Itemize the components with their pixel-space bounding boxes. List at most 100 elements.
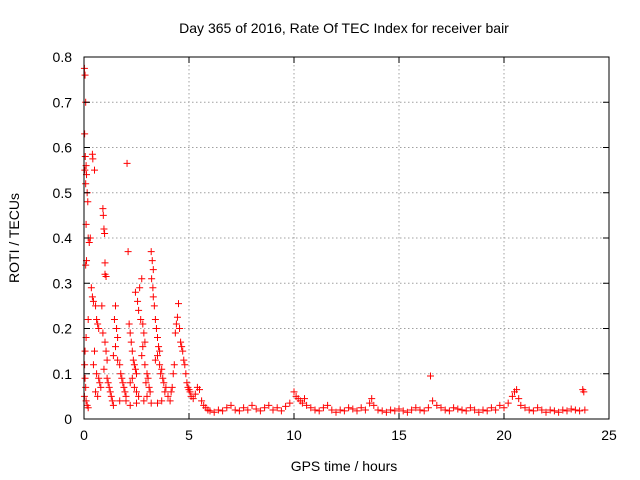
data-point <box>475 408 483 416</box>
data-point <box>107 392 115 400</box>
data-point <box>223 404 231 412</box>
data-point <box>179 347 187 355</box>
x-tick-label: 20 <box>496 427 512 443</box>
data-point <box>244 406 252 414</box>
data-point <box>147 399 155 407</box>
data-point <box>252 405 260 413</box>
data-point <box>328 406 336 414</box>
data-point <box>133 399 140 407</box>
data-point <box>109 352 117 360</box>
data-point <box>89 361 97 369</box>
data-point <box>81 153 89 161</box>
data-point <box>112 302 119 310</box>
data-point <box>150 302 158 310</box>
data-point <box>167 388 175 396</box>
data-point <box>151 356 159 364</box>
data-point <box>563 407 571 415</box>
data-point <box>515 395 523 403</box>
data-point <box>500 404 508 412</box>
data-point <box>100 225 108 233</box>
data-point <box>555 408 563 416</box>
axes: 0 5 10 15 20 25 0 0.1 0.2 0.3 0.4 0.5 0.6 0.7 0.8 <box>53 49 617 443</box>
data-point <box>92 302 100 310</box>
data-point <box>357 404 365 412</box>
data-point <box>261 404 269 412</box>
data-point <box>538 406 546 414</box>
data-point <box>378 407 386 415</box>
data-point <box>143 370 151 378</box>
data-point <box>129 356 137 364</box>
data-point <box>117 370 125 378</box>
data-point <box>154 352 161 360</box>
data-point <box>124 248 132 256</box>
data-point <box>121 388 129 396</box>
data-point <box>84 315 92 323</box>
data-point <box>181 361 189 369</box>
data-point <box>122 397 130 405</box>
data-point <box>162 383 170 391</box>
data-point <box>92 388 100 396</box>
data-point <box>441 406 449 414</box>
data-point <box>84 198 92 206</box>
data-point <box>437 404 445 412</box>
y-tick-label: 0.2 <box>53 321 73 337</box>
data-point <box>108 397 116 405</box>
data-point <box>138 275 146 283</box>
data-point <box>178 343 186 351</box>
y-tick-label: 0 <box>64 411 72 427</box>
data-point <box>135 392 143 400</box>
data-point <box>370 401 378 409</box>
data-points <box>80 64 589 416</box>
data-point <box>142 379 150 387</box>
data-point <box>345 404 353 412</box>
data-point <box>116 397 124 405</box>
data-point <box>517 401 525 409</box>
data-point <box>210 408 218 416</box>
data-point <box>248 401 256 409</box>
data-point <box>125 320 133 328</box>
data-point <box>87 284 95 292</box>
data-point <box>104 379 112 387</box>
data-point <box>99 211 107 219</box>
data-point <box>171 329 179 337</box>
data-point <box>135 306 143 314</box>
data-point <box>149 284 157 292</box>
data-point <box>391 407 399 415</box>
data-point <box>273 404 281 412</box>
data-point <box>214 406 222 414</box>
data-point <box>102 272 110 280</box>
data-point <box>93 315 101 323</box>
data-point <box>189 395 197 403</box>
data-point <box>206 407 214 415</box>
data-point <box>114 356 122 364</box>
data-point <box>235 407 243 415</box>
data-point <box>479 406 487 414</box>
data-point <box>412 404 420 412</box>
data-point <box>353 407 361 415</box>
data-point <box>128 347 136 355</box>
data-point <box>152 325 160 332</box>
data-point <box>183 379 191 387</box>
data-point <box>534 404 542 412</box>
data-point <box>387 406 395 414</box>
data-point <box>433 401 441 409</box>
data-point <box>128 374 136 382</box>
data-point <box>106 388 114 396</box>
data-point <box>525 406 533 414</box>
data-point <box>139 343 147 351</box>
data-point <box>101 229 109 237</box>
data-point <box>98 302 106 310</box>
data-point <box>140 329 148 337</box>
data-point <box>101 259 109 267</box>
data-point <box>529 407 537 415</box>
data-point <box>368 395 376 403</box>
x-tick-label: 5 <box>185 427 193 443</box>
data-point <box>112 343 119 351</box>
x-tick-label: 15 <box>391 427 407 443</box>
y-tick-label: 0.3 <box>53 275 73 291</box>
data-point <box>97 383 105 391</box>
data-point <box>136 284 144 292</box>
data-point <box>154 399 161 407</box>
data-point <box>399 407 407 415</box>
